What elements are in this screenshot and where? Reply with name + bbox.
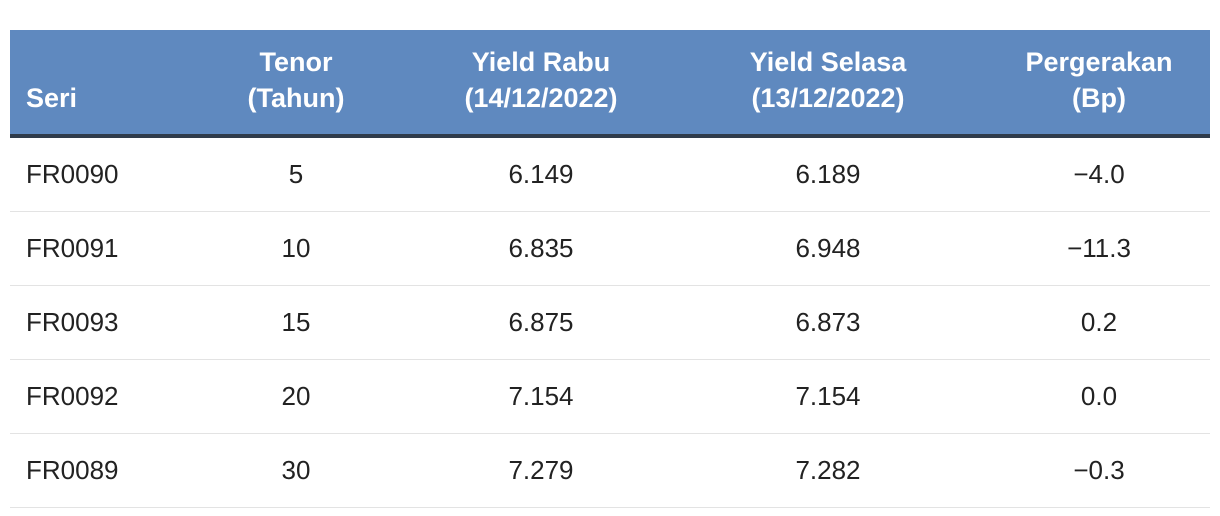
header-text: (13/12/2022) (751, 83, 905, 113)
header-text: Tenor (259, 47, 333, 77)
table-cell: FR0089 (26, 455, 119, 485)
header-cell: Yield Selasa (13/12/2022) (678, 30, 978, 134)
header-text: (14/12/2022) (464, 83, 618, 113)
table-cell: 7.154 (508, 381, 574, 411)
header-text: (Bp) (1072, 83, 1126, 113)
table-cell: 6.149 (508, 159, 574, 189)
table-header (10, 30, 1210, 138)
header-cell: Seri (26, 30, 77, 134)
table-cell: 0.0 (1080, 381, 1118, 411)
table-cell: FR0093 (26, 307, 119, 337)
header-text: (Tahun) (247, 83, 345, 113)
table-cell: FR0092 (26, 381, 119, 411)
table-row: FR0090 5 6.149 6.189 −4.0 (10, 138, 1210, 212)
table-cell: 6.875 (508, 307, 574, 337)
table-cell: 7.282 (795, 455, 861, 485)
table-cell: 20 (281, 381, 311, 411)
table-cell: 30 (281, 455, 311, 485)
table-row: FR0093 15 6.875 6.873 0.2 (10, 286, 1210, 360)
table-cell: 6.948 (795, 233, 861, 263)
table-cell: 6.189 (795, 159, 861, 189)
table-cell: −4.0 (1073, 159, 1125, 189)
header-text: Seri (26, 83, 78, 113)
table-cell: 6.835 (508, 233, 574, 263)
header-text: Yield Rabu (471, 47, 611, 77)
header-cell: Pergerakan (Bp) (949, 30, 1220, 134)
table-cell: 0.2 (1080, 307, 1118, 337)
table-cell: 15 (281, 307, 311, 337)
table-cell: FR0091 (26, 233, 119, 263)
table: Seri Tenor (Tahun) Yield Rabu (14/12/2022) Yi… (10, 30, 1210, 516)
header-text: Pergerakan (1025, 47, 1173, 77)
table-cell: −0.3 (1073, 455, 1125, 485)
header-cell: Yield Rabu (14/12/2022) (391, 30, 691, 134)
header-text: Yield Selasa (749, 47, 907, 77)
table-cell: 6.873 (795, 307, 861, 337)
table-cell: 5 (288, 159, 304, 189)
table-row: FR0091 10 6.835 6.948 −11.3 (10, 212, 1210, 286)
table-cell: −11.3 (1067, 233, 1131, 263)
table-cell: FR0090 (26, 159, 119, 189)
table-cell: 7.279 (508, 455, 574, 485)
table-cell: 10 (281, 233, 311, 263)
table-cell: 7.154 (795, 381, 861, 411)
table-row: FR0092 20 7.154 7.154 0.0 (10, 360, 1210, 434)
table-row: FR0089 30 7.279 7.282 −0.3 (10, 434, 1210, 508)
header-cell: Tenor (Tahun) (146, 30, 446, 134)
